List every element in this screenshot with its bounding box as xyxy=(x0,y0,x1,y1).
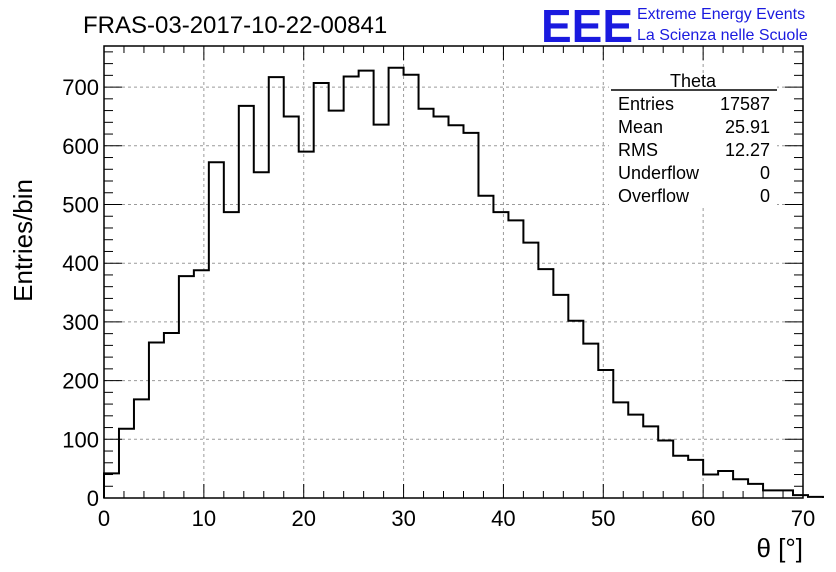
logo-line-2: La Scienza nelle Scuole xyxy=(637,27,808,44)
x-tick-label: 60 xyxy=(691,506,715,531)
x-axis-label: θ [°] xyxy=(756,533,803,563)
stats-rows: Entries 17587 Mean 25.91 RMS 12.27 Underflow 0 O… xyxy=(618,94,770,206)
y-tick-label: 700 xyxy=(62,75,99,100)
chart-title: FRAS-03-2017-10-22-00841 xyxy=(83,12,387,39)
y-tick-label: 300 xyxy=(62,310,99,335)
x-tick-label: 70 xyxy=(791,506,815,531)
stats-label: Mean xyxy=(618,117,663,137)
x-tick-label: 10 xyxy=(192,506,216,531)
y-tick-label: 200 xyxy=(62,369,99,394)
stats-value: 0 xyxy=(760,186,770,206)
stats-label: Overflow xyxy=(618,186,690,206)
logo-line-1: Extreme Energy Events xyxy=(637,6,805,23)
stats-value: 25.91 xyxy=(725,117,770,137)
stats-label: Underflow xyxy=(618,163,700,183)
axis-ticks xyxy=(103,46,804,499)
stats-value: 17587 xyxy=(720,94,770,114)
x-tick-label: 30 xyxy=(391,506,415,531)
y-tick-label: 400 xyxy=(62,251,99,276)
eee-logo-mark: EEE xyxy=(541,0,633,52)
x-tick-label: 0 xyxy=(98,506,110,531)
x-tick-label: 40 xyxy=(491,506,515,531)
y-tick-label: 500 xyxy=(62,192,99,217)
y-tick-label: 0 xyxy=(87,486,99,511)
eee-logo: EEE Extreme Energy Events La Scienza nel… xyxy=(541,0,808,52)
y-tick-label: 100 xyxy=(62,427,99,452)
grid-lines xyxy=(104,46,803,498)
stats-box-title: Theta xyxy=(670,71,717,91)
x-tick-label: 20 xyxy=(291,506,315,531)
stats-label: Entries xyxy=(618,94,674,114)
y-tick-label: 600 xyxy=(62,134,99,159)
stats-box: Theta Entries 17587 Mean 25.91 RMS 12.27 Under… xyxy=(609,71,777,207)
stats-value: 0 xyxy=(760,163,770,183)
plot-frame xyxy=(103,45,804,499)
x-tick-labels: 0 10 20 30 40 50 60 70 xyxy=(98,506,815,531)
stats-value: 12.27 xyxy=(725,140,770,160)
stats-label: RMS xyxy=(618,140,658,160)
histogram-series xyxy=(103,66,824,498)
x-tick-label: 50 xyxy=(591,506,615,531)
stats-box-background xyxy=(609,77,777,207)
y-axis-label: Entries/bin xyxy=(8,179,38,302)
y-tick-labels: 0 100 200 300 400 500 600 700 xyxy=(62,75,99,511)
